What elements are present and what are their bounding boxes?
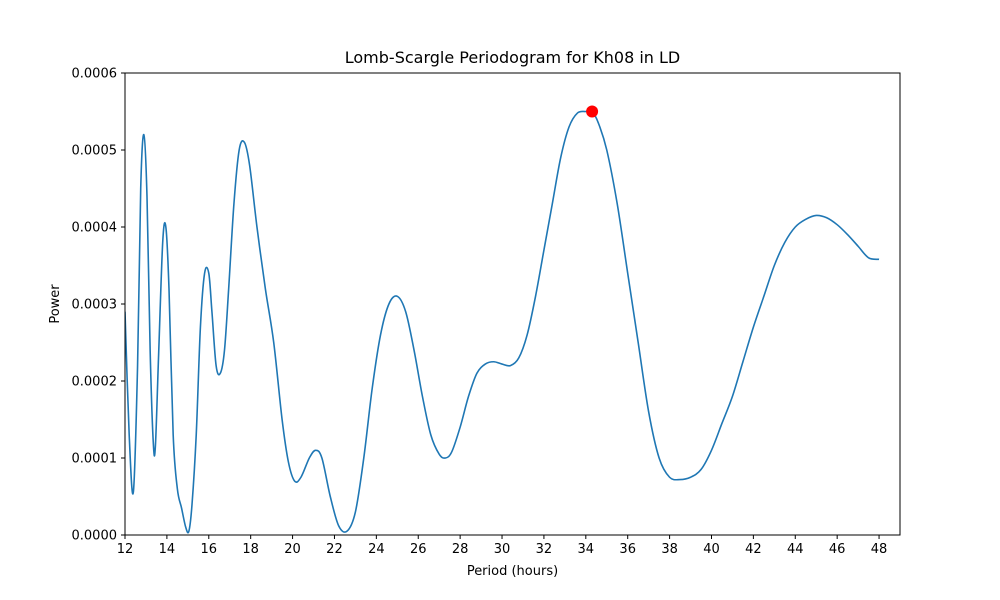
x-tick-label-26: 26 [410,542,427,557]
x-tick-label-20: 20 [284,542,301,557]
x-tick-label-12: 12 [117,542,134,557]
x-tick-label-28: 28 [452,542,469,557]
x-tick-label-18: 18 [242,542,259,557]
peak-marker [586,105,599,118]
series-line-0 [125,109,880,534]
x-tick-label-22: 22 [326,542,343,557]
x-tick-label-24: 24 [368,542,385,557]
chart-title: Lomb-Scargle Periodogram for Kh08 in LD [345,48,680,67]
x-axis-label: Period (hours) [467,564,558,579]
y-tick-label-1: 0.0001 [72,452,118,467]
x-tick-label-44: 44 [787,542,804,557]
x-tick-label-42: 42 [745,542,762,557]
y-tick-label-6: 0.0006 [72,67,118,82]
x-tick-label-40: 40 [703,542,720,557]
plot-area: 12 14 16 18 20 22 24 26 28 30 32 34 36 38 40 42 44 46 48 0.… [72,67,901,557]
x-tick-label-30: 30 [494,542,511,557]
x-tick-label-36: 36 [619,542,636,557]
x-tick-label-16: 16 [201,542,218,557]
y-tick-label-5: 0.0005 [72,144,118,159]
y-tick-label-3: 0.0003 [72,298,118,313]
x-tick-label-38: 38 [661,542,678,557]
y-axis-label: Power [48,284,63,324]
y-tick-label-4: 0.0004 [72,221,118,236]
x-tick-label-14: 14 [159,542,176,557]
y-tick-label-2: 0.0002 [72,375,118,390]
y-tick-label-0: 0.0000 [72,529,118,544]
x-tick-label-34: 34 [578,542,595,557]
x-tick-label-32: 32 [536,542,553,557]
x-tick-label-46: 46 [829,542,846,557]
x-tick-label-48: 48 [871,542,888,557]
